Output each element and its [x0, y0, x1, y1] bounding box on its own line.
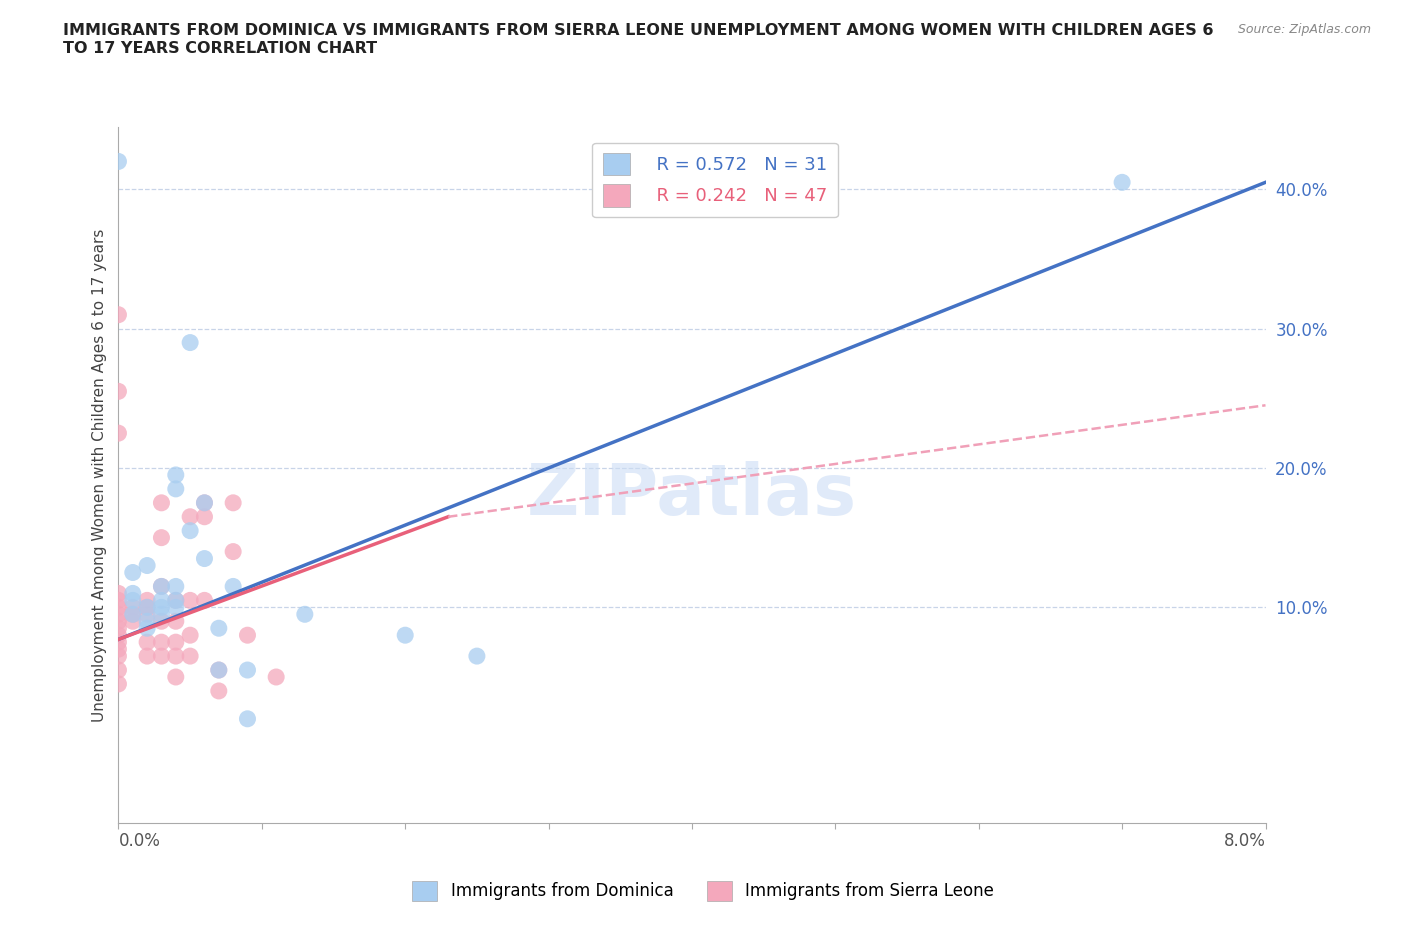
- Point: [208, 662, 231, 677]
- Point: [136, 600, 159, 615]
- Point: [150, 579, 173, 594]
- Point: [222, 579, 245, 594]
- Point: [121, 586, 143, 601]
- Point: [150, 496, 173, 511]
- Point: [107, 600, 129, 615]
- Point: [136, 600, 159, 615]
- Point: [165, 593, 187, 608]
- Point: [107, 593, 129, 608]
- Point: [107, 154, 129, 169]
- Point: [165, 579, 187, 594]
- Point: [107, 648, 129, 663]
- Point: [150, 530, 173, 545]
- Point: [107, 662, 129, 677]
- Point: [193, 496, 215, 511]
- Point: [179, 335, 201, 350]
- Point: [222, 544, 245, 559]
- Point: [208, 662, 231, 677]
- Point: [465, 648, 488, 663]
- Point: [121, 593, 143, 608]
- Point: [179, 593, 201, 608]
- Point: [150, 593, 173, 608]
- Point: [136, 648, 159, 663]
- Point: [107, 676, 129, 691]
- Point: [264, 670, 287, 684]
- Point: [136, 634, 159, 649]
- Point: [107, 614, 129, 629]
- Point: [136, 607, 159, 622]
- Text: ZIPatlas: ZIPatlas: [527, 461, 858, 530]
- Point: [107, 384, 129, 399]
- Point: [179, 628, 201, 643]
- Text: 0.0%: 0.0%: [118, 831, 160, 850]
- Legend:   R = 0.572   N = 31,   R = 0.242   N = 47: R = 0.572 N = 31, R = 0.242 N = 47: [592, 142, 838, 218]
- Point: [179, 648, 201, 663]
- Point: [107, 634, 129, 649]
- Point: [193, 510, 215, 525]
- Point: [107, 586, 129, 601]
- Point: [236, 662, 259, 677]
- Point: [165, 482, 187, 497]
- Point: [165, 614, 187, 629]
- Point: [107, 307, 129, 322]
- Point: [121, 614, 143, 629]
- Point: [150, 648, 173, 663]
- Point: [136, 558, 159, 573]
- Point: [107, 642, 129, 657]
- Point: [136, 621, 159, 636]
- Point: [165, 648, 187, 663]
- Point: [165, 468, 187, 483]
- Point: [179, 524, 201, 538]
- Point: [165, 634, 187, 649]
- Y-axis label: Unemployment Among Women with Children Ages 6 to 17 years: Unemployment Among Women with Children A…: [93, 228, 107, 722]
- Point: [121, 607, 143, 622]
- Point: [236, 711, 259, 726]
- Point: [236, 628, 259, 643]
- Point: [193, 496, 215, 511]
- Point: [150, 607, 173, 622]
- Point: [136, 614, 159, 629]
- Point: [150, 600, 173, 615]
- Point: [165, 600, 187, 615]
- Point: [193, 593, 215, 608]
- Point: [150, 614, 173, 629]
- Point: [165, 670, 187, 684]
- Point: [179, 510, 201, 525]
- Point: [107, 628, 129, 643]
- Point: [1111, 175, 1133, 190]
- Point: [150, 634, 173, 649]
- Point: [165, 593, 187, 608]
- Point: [193, 551, 215, 566]
- Point: [208, 684, 231, 698]
- Point: [121, 600, 143, 615]
- Point: [294, 607, 316, 622]
- Point: [150, 579, 173, 594]
- Legend: Immigrants from Dominica, Immigrants from Sierra Leone: Immigrants from Dominica, Immigrants fro…: [405, 874, 1001, 908]
- Point: [208, 621, 231, 636]
- Text: IMMIGRANTS FROM DOMINICA VS IMMIGRANTS FROM SIERRA LEONE UNEMPLOYMENT AMONG WOME: IMMIGRANTS FROM DOMINICA VS IMMIGRANTS F…: [63, 23, 1213, 56]
- Point: [107, 621, 129, 636]
- Point: [136, 593, 159, 608]
- Point: [121, 607, 143, 622]
- Point: [121, 565, 143, 580]
- Point: [107, 426, 129, 441]
- Text: 8.0%: 8.0%: [1223, 831, 1265, 850]
- Point: [107, 607, 129, 622]
- Point: [394, 628, 416, 643]
- Point: [222, 496, 245, 511]
- Text: Source: ZipAtlas.com: Source: ZipAtlas.com: [1237, 23, 1371, 36]
